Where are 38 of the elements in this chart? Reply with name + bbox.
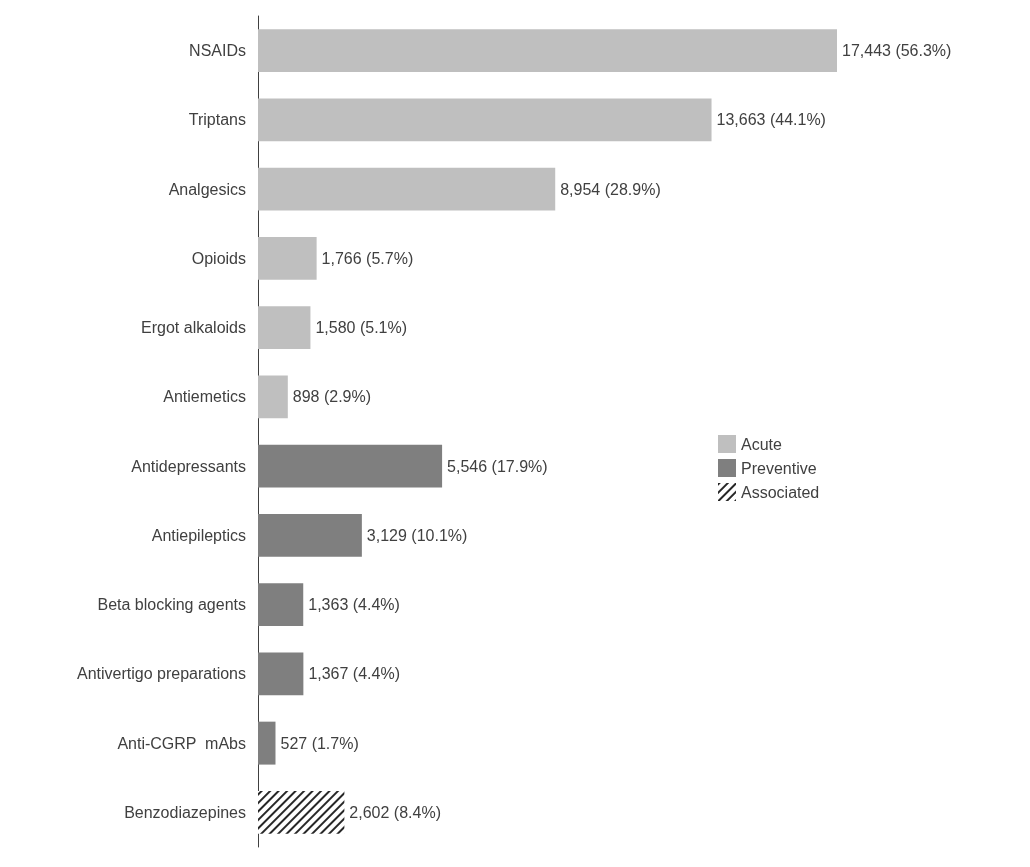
bar: [258, 29, 837, 73]
y-tick-label: NSAIDs: [189, 42, 246, 60]
y-tick-label: Antiepileptics: [151, 526, 246, 544]
y-tick-label: Antidepressants: [131, 457, 246, 475]
data-label: 5,546 (17.9%): [447, 457, 548, 475]
legend-label: Acute: [741, 435, 783, 453]
data-label: 13,663 (44.1%): [716, 111, 826, 129]
y-tick-label: Antivertigo preparations: [77, 665, 246, 683]
data-label: 3,129 (10.1%): [366, 526, 468, 544]
bar: [258, 375, 288, 419]
legend-label: Associated: [741, 483, 820, 501]
data-label: 17,443 (56.3%): [842, 42, 952, 60]
bar: [258, 583, 304, 627]
y-tick-label: Triptans: [188, 111, 246, 129]
data-label: 527 (1.7%): [280, 734, 359, 752]
data-label: 1,580 (5.1%): [315, 319, 408, 337]
y-tick-label: Beta blocking agents: [97, 596, 246, 614]
y-tick-label: Ergot alkaloids: [141, 319, 246, 337]
data-label: 8,954 (28.9%): [560, 180, 661, 198]
bar: [258, 306, 311, 350]
data-label: 1,367 (4.4%): [308, 665, 400, 683]
y-tick-label: Benzodiazepines: [124, 803, 246, 821]
y-tick-label: Anti-CGRP mAbs: [117, 734, 246, 752]
data-label: 1,766 (5.7%): [321, 249, 414, 267]
bar: [258, 652, 304, 696]
bar: [258, 98, 712, 142]
bar: [258, 444, 443, 488]
legend-label: Preventive: [741, 459, 817, 477]
y-tick-label: Opioids: [191, 249, 246, 267]
bar: [258, 236, 317, 280]
y-tick-label: Analgesics: [168, 180, 246, 198]
bar: [258, 721, 276, 765]
y-tick-label: Antiemetics: [163, 388, 246, 406]
data-label: 1,363 (4.4%): [308, 596, 400, 614]
bar: [258, 513, 362, 557]
bar: [258, 167, 556, 211]
data-label: 898 (2.9%): [292, 388, 372, 406]
data-label: 2,602 (8.4%): [349, 803, 441, 821]
